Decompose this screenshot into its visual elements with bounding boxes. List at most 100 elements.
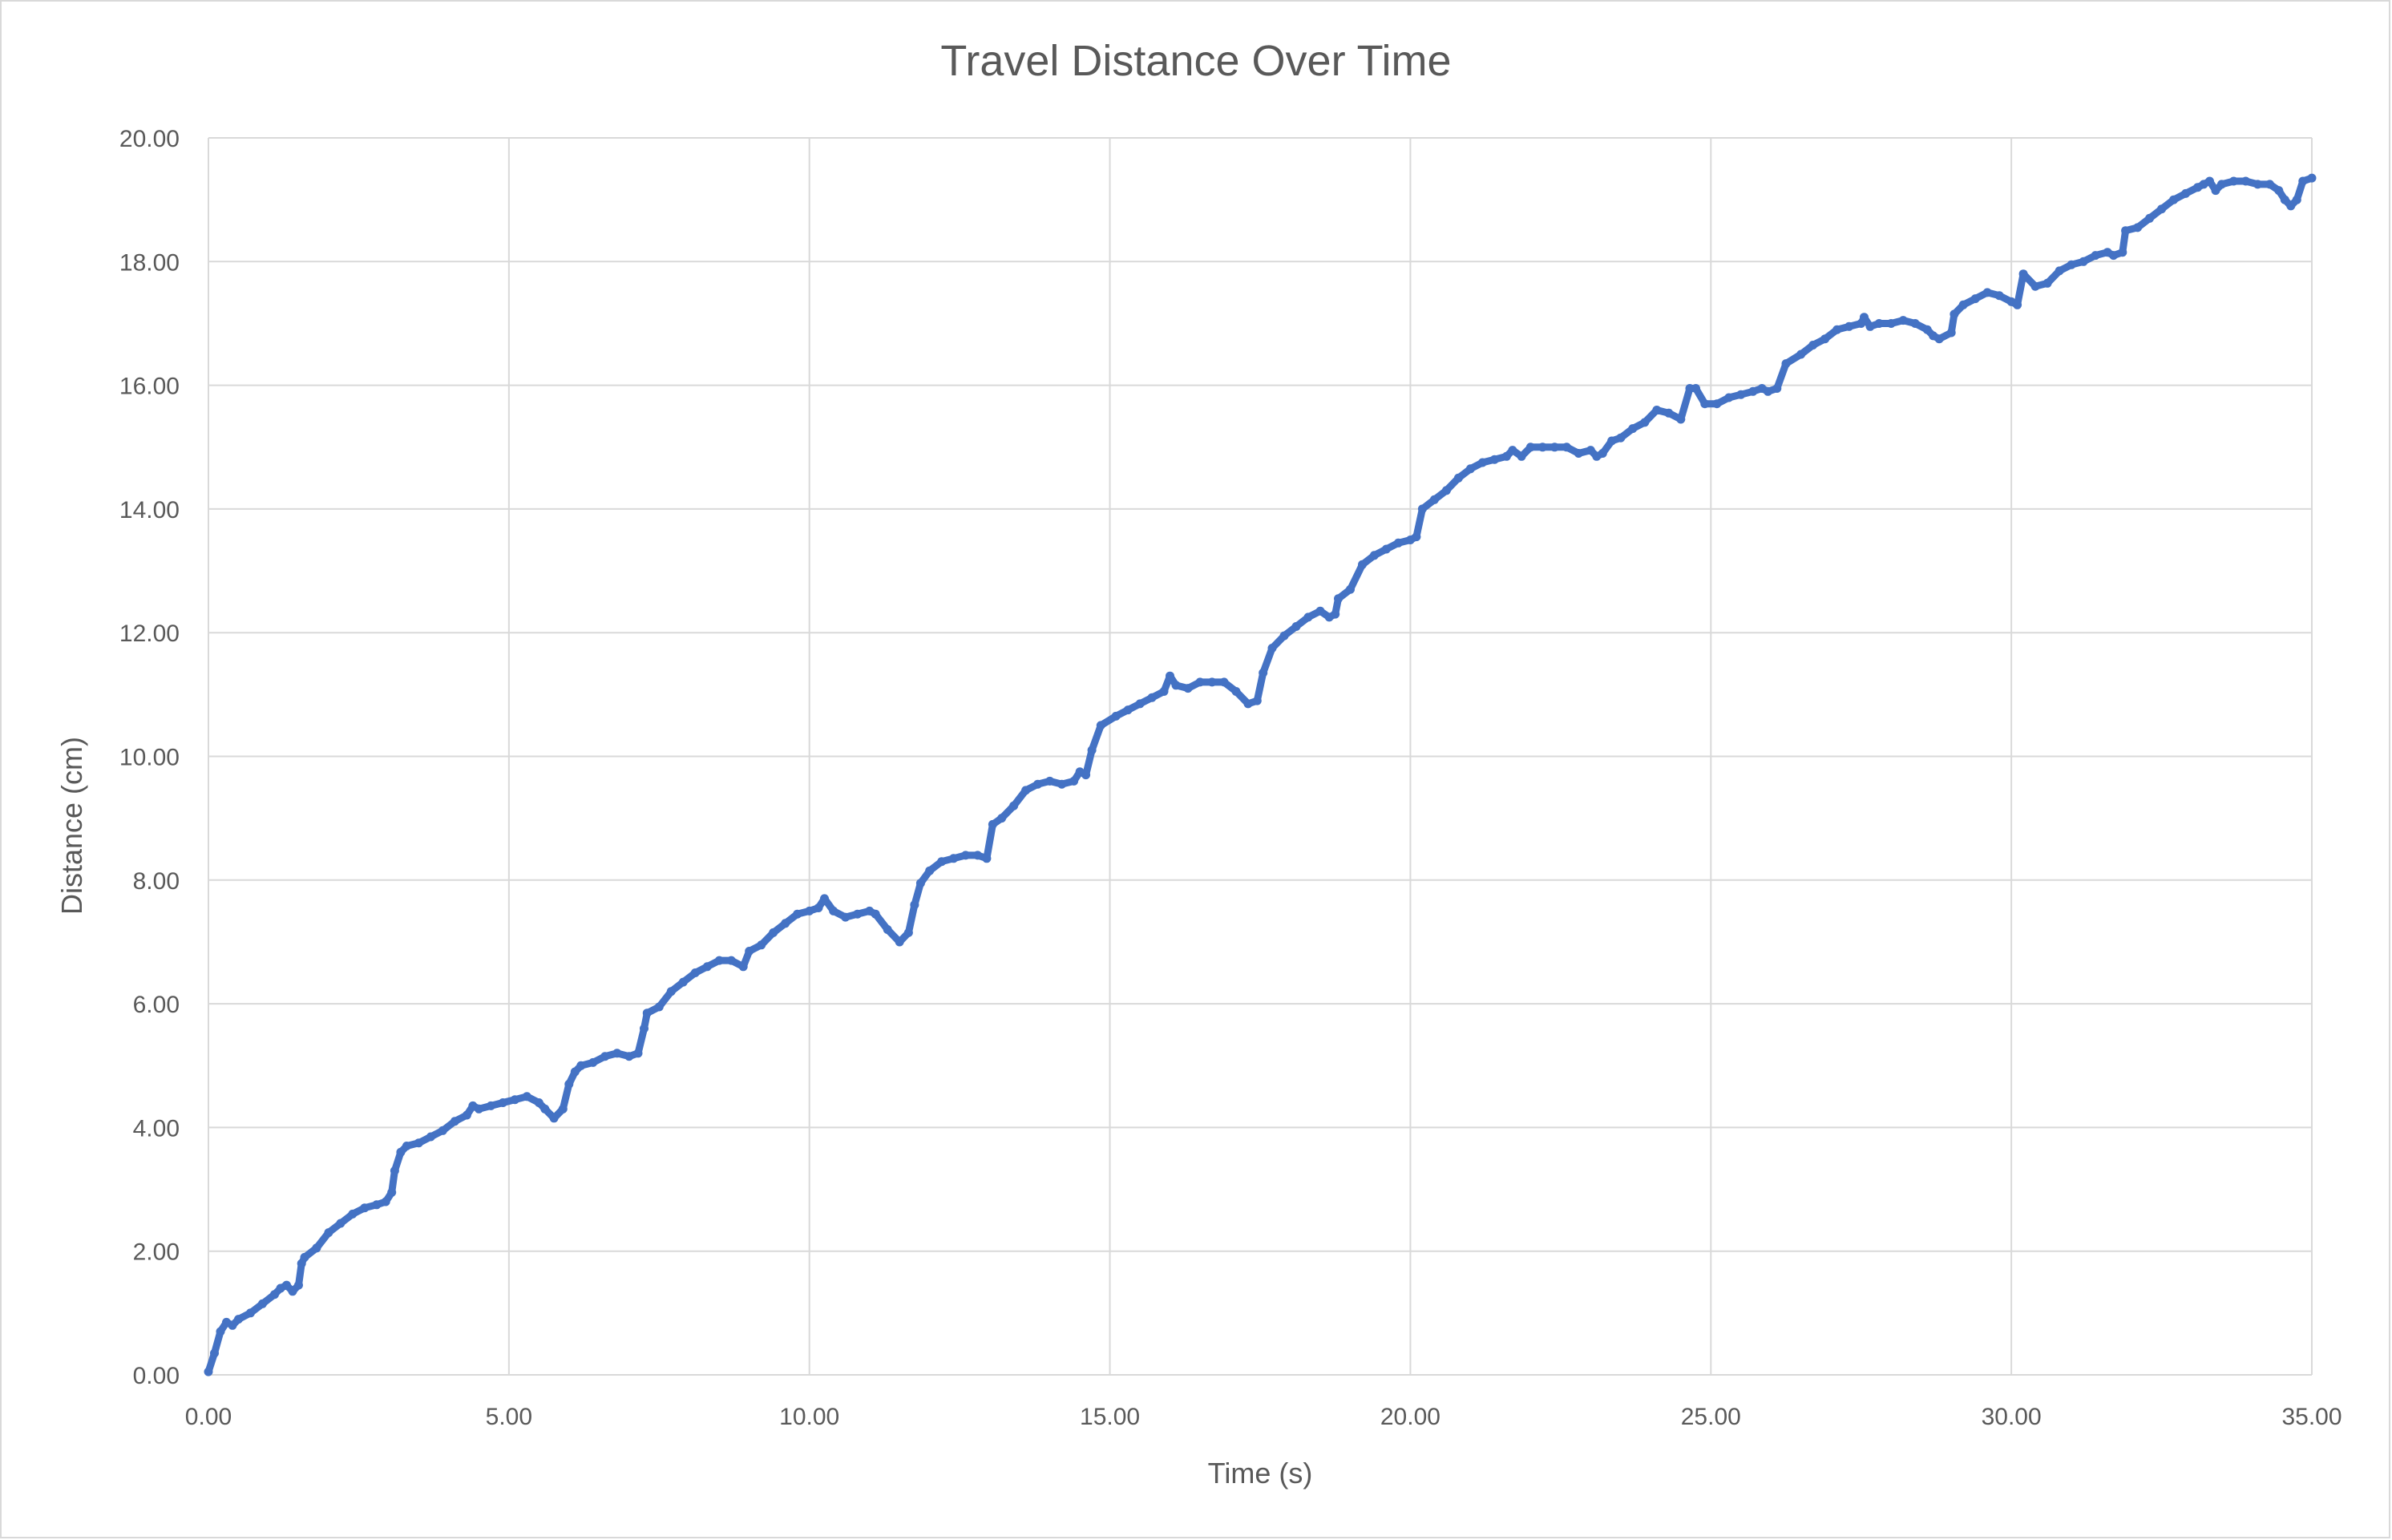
data-point (2013, 300, 2022, 309)
data-point (1676, 414, 1686, 424)
data-point (2109, 251, 2119, 261)
data-point (387, 1187, 397, 1197)
data-point (640, 1024, 649, 1033)
data-point (1764, 386, 1772, 396)
y-tick-label: 14.00 (119, 497, 180, 523)
data-point (258, 1299, 267, 1308)
series-line (204, 174, 2316, 1376)
data-point (210, 1348, 219, 1358)
data-point (1664, 408, 1674, 418)
data-point (600, 1052, 610, 1061)
data-point (612, 1049, 622, 1058)
data-point (450, 1117, 459, 1126)
x-tick-label: 25.00 (1681, 1404, 1741, 1430)
data-point (726, 956, 736, 965)
data-point (336, 1219, 345, 1228)
data-point (588, 1057, 598, 1067)
y-tick-label: 0.00 (133, 1363, 180, 1389)
data-point (498, 1098, 507, 1107)
data-point (1489, 455, 1499, 464)
data-point (426, 1132, 435, 1142)
data-point (1517, 451, 1526, 461)
data-point (2079, 257, 2088, 266)
data-point (2018, 269, 2028, 279)
data-point (1628, 424, 1638, 434)
y-tick-label: 4.00 (133, 1115, 180, 1142)
data-point (1994, 291, 2004, 301)
data-point (738, 962, 748, 972)
x-tick-label: 10.00 (779, 1404, 839, 1430)
data-point (1331, 609, 1340, 619)
data-point (486, 1101, 495, 1110)
data-point (1195, 677, 1205, 687)
data-point (228, 1320, 237, 1330)
data-point (204, 1367, 213, 1376)
data-point (961, 851, 971, 860)
data-point (1886, 319, 1896, 328)
data-point (1135, 699, 1145, 709)
data-point (2181, 188, 2191, 198)
data-point (1417, 504, 1427, 514)
data-point (1781, 359, 1791, 369)
data-point (1772, 384, 1782, 393)
data-point (2286, 201, 2296, 211)
data-point (1346, 584, 1355, 594)
data-point (820, 894, 829, 903)
y-tick-label: 2.00 (133, 1239, 180, 1266)
data-point (1033, 779, 1043, 789)
data-point (1712, 399, 1722, 409)
data-point (871, 909, 880, 919)
data-point (570, 1067, 580, 1077)
series-group (204, 173, 2317, 1376)
chart-title: Travel Distance Over Time (940, 37, 1451, 85)
data-point (757, 940, 766, 950)
data-point (558, 1104, 568, 1114)
y-tick-label: 8.00 (133, 868, 180, 895)
data-point (1808, 341, 1818, 350)
data-point (1315, 606, 1325, 616)
data-point (1369, 551, 1379, 560)
data-point (1219, 677, 1229, 687)
data-point (372, 1200, 382, 1210)
data-point (1562, 443, 1571, 452)
data-point (1358, 560, 1367, 569)
data-point (2217, 180, 2226, 189)
data-point (1291, 622, 1301, 631)
data-point (1724, 393, 1734, 402)
data-point (2229, 176, 2238, 186)
data-point (1279, 631, 1289, 641)
data-point (348, 1209, 358, 1219)
data-point (360, 1203, 370, 1213)
data-point (1934, 334, 1944, 344)
data-point (2274, 186, 2284, 196)
data-point (438, 1126, 447, 1135)
data-point (988, 819, 997, 829)
data-point (396, 1147, 406, 1157)
data-point (1166, 671, 1174, 681)
data-point (1574, 449, 1583, 458)
data-point (288, 1287, 297, 1296)
data-point (2205, 176, 2214, 186)
data-point (2265, 180, 2274, 189)
data-point (2169, 195, 2179, 204)
data-point (769, 928, 778, 937)
data-point (814, 903, 823, 912)
data-point (2133, 223, 2143, 232)
x-axis-title: Time (s) (1208, 1457, 1313, 1489)
data-point (390, 1166, 399, 1175)
data-point (666, 987, 676, 996)
data-point (1243, 699, 1253, 709)
data-point (1922, 325, 1932, 334)
data-point (925, 866, 935, 875)
data-point (2030, 281, 2040, 291)
data-point (982, 854, 992, 863)
data-point (1021, 786, 1031, 795)
data-point (1796, 350, 1806, 359)
y-tick-label: 18.00 (119, 249, 180, 276)
data-point (910, 900, 919, 910)
data-point (690, 968, 700, 977)
gridlines (208, 137, 2313, 1376)
data-point (462, 1110, 471, 1120)
